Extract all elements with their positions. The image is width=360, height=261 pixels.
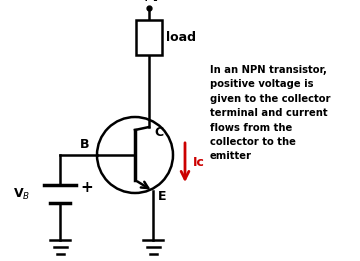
Text: Ic: Ic: [193, 156, 205, 169]
Text: C: C: [154, 126, 163, 139]
Text: +: +: [80, 181, 93, 195]
Text: V$_B$: V$_B$: [13, 186, 30, 201]
Text: load: load: [166, 31, 196, 44]
Text: B: B: [80, 139, 89, 151]
Text: E: E: [158, 189, 166, 203]
Text: +V: +V: [141, 0, 161, 4]
Bar: [136, 20, 162, 55]
Text: In an NPN transistor,
positive voltage is
given to the collector
terminal and cu: In an NPN transistor, positive voltage i…: [210, 65, 330, 161]
